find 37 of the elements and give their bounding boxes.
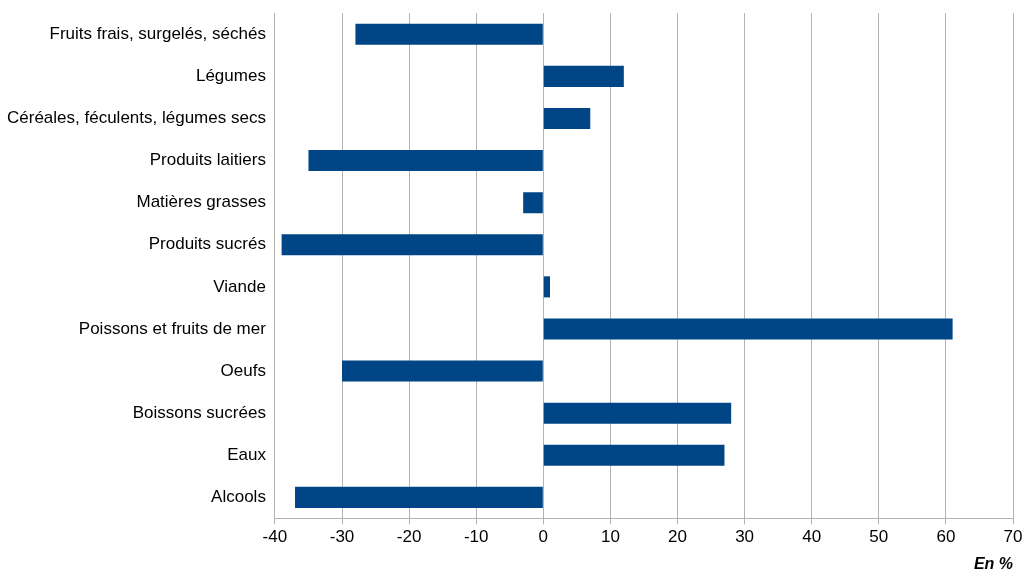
y-tick-label: Fruits frais, surgelés, séchés [49,23,266,43]
y-tick-label: Oeufs [220,360,266,380]
bar [523,192,543,214]
x-tick-label: -20 [396,527,422,547]
bar [281,234,543,256]
y-tick-label: Poissons et fruits de mer [78,318,267,338]
y-tick-label: Alcools [211,487,266,507]
x-tick-label: 60 [936,527,956,547]
y-tick-label: Produits sucrés [148,234,266,254]
bar [543,444,725,466]
bar [308,150,543,172]
bar [342,360,543,382]
bar [543,65,624,87]
x-tick-label: 40 [802,527,822,547]
bar [543,402,732,424]
bar [543,276,551,298]
x-tick-label: 0 [538,527,549,547]
y-tick-label: Boissons sucrées [132,402,266,422]
x-tick-label: 70 [1003,527,1023,547]
x-tick-label: -10 [463,527,489,547]
y-tick-label: Légumes [195,66,266,86]
y-tick-label: Matières grasses [136,192,266,212]
x-tick-label: -30 [329,527,355,547]
x-tick-label: 20 [668,527,687,547]
x-axis-title: En % [973,554,1013,572]
y-tick-label: Céréales, féculents, légumes secs [7,108,266,128]
bar [543,318,953,340]
bar [355,23,543,45]
y-tick-label: Eaux [227,444,267,464]
x-tick-label: 30 [735,527,755,547]
x-tick-label: 10 [600,527,620,547]
y-tick-label: Viande [213,276,266,296]
x-tick-label: 50 [869,527,889,547]
x-tick-label: -40 [262,527,288,547]
bar [543,107,591,129]
y-tick-label: Produits laitiers [149,150,266,170]
bar [295,486,543,508]
